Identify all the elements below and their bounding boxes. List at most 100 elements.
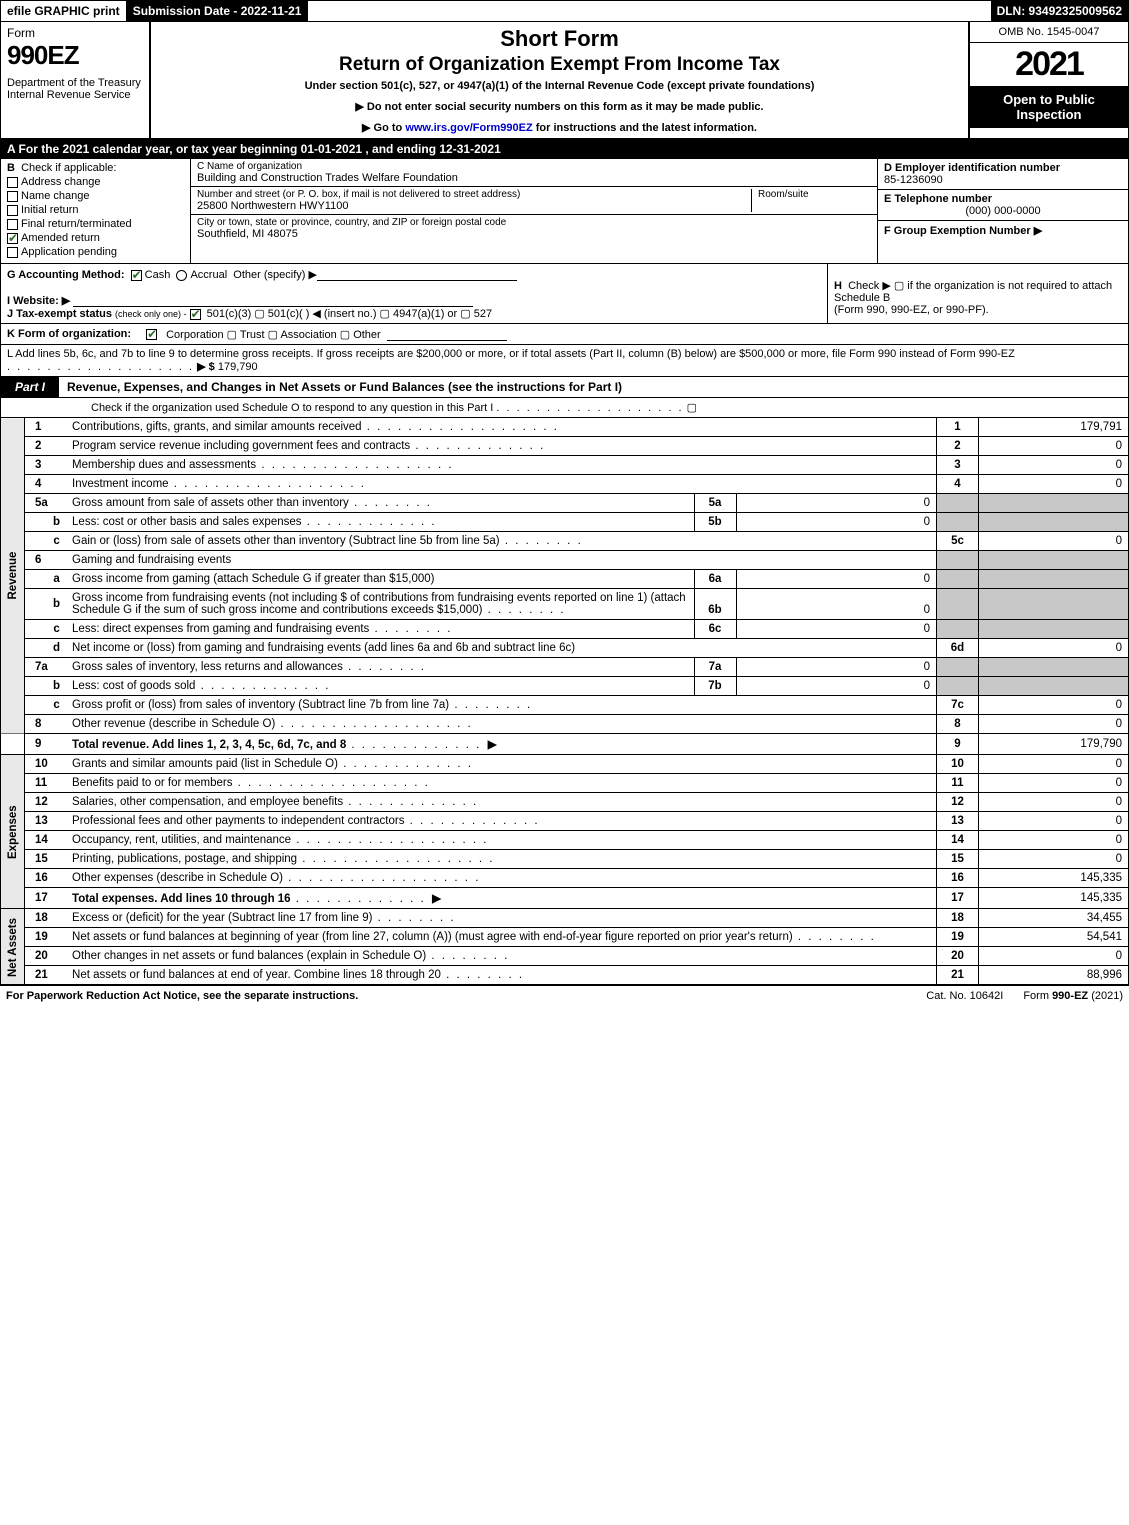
col-def: D Employer identification number 85-1236…	[878, 159, 1128, 263]
chk-501c3[interactable]	[190, 309, 201, 320]
line-17: 17Total expenses. Add lines 10 through 1…	[1, 888, 1129, 909]
line-6c: cLess: direct expenses from gaming and f…	[1, 620, 1129, 639]
footer-right: Form 990-EZ (2021)	[1023, 990, 1123, 1002]
b-check-if: Check if applicable:	[21, 162, 116, 174]
title-short-form: Short Form	[159, 26, 960, 52]
city-label: City or town, state or province, country…	[197, 217, 871, 228]
line-5a: 5aGross amount from sale of assets other…	[1, 494, 1129, 513]
org-city-cell: City or town, state or province, country…	[191, 215, 877, 242]
l-value: 179,790	[218, 361, 258, 373]
omb-number: OMB No. 1545-0047	[970, 22, 1128, 43]
page-footer: For Paperwork Reduction Act Notice, see …	[0, 985, 1129, 1006]
street-label: Number and street (or P. O. box, if mail…	[197, 189, 751, 200]
title-return: Return of Organization Exempt From Incom…	[159, 54, 960, 76]
chk-name-change[interactable]: Name change	[7, 190, 184, 202]
line-16: 16Other expenses (describe in Schedule O…	[1, 869, 1129, 888]
ein-cell: D Employer identification number 85-1236…	[878, 159, 1128, 190]
line-5c: cGain or (loss) from sale of assets othe…	[1, 532, 1129, 551]
line-12: 12Salaries, other compensation, and empl…	[1, 793, 1129, 812]
org-name: Building and Construction Trades Welfare…	[197, 172, 871, 184]
top-bar: efile GRAPHIC print Submission Date - 20…	[0, 0, 1129, 22]
line-11: 11Benefits paid to or for members110	[1, 774, 1129, 793]
line-15: 15Printing, publications, postage, and s…	[1, 850, 1129, 869]
website-field[interactable]	[73, 293, 473, 307]
revenue-label: Revenue	[1, 418, 25, 734]
ssn-warning: ▶ Do not enter social security numbers o…	[159, 100, 960, 113]
line-20: 20Other changes in net assets or fund ba…	[1, 947, 1129, 966]
chk-initial-return[interactable]: Initial return	[7, 204, 184, 216]
room-label: Room/suite	[758, 189, 871, 200]
ein-label: D Employer identification number	[884, 162, 1060, 174]
line-2: 2Program service revenue including gover…	[1, 437, 1129, 456]
line-6b: bGross income from fundraising events (n…	[1, 589, 1129, 620]
form-word: Form	[7, 26, 143, 40]
phone-value: (000) 000-0000	[884, 205, 1122, 217]
line-7b: bLess: cost of goods sold7b0	[1, 677, 1129, 696]
line-8: 8Other revenue (describe in Schedule O)8…	[1, 715, 1129, 734]
l-text: L Add lines 5b, 6c, and 7b to line 9 to …	[7, 348, 1015, 360]
section-bcdef: B Check if applicable: Address change Na…	[0, 159, 1129, 264]
inspection-badge: Open to Public Inspection	[970, 86, 1128, 128]
dept-label: Department of the Treasury Internal Reve…	[7, 77, 143, 101]
form-header: Form 990EZ Department of the Treasury In…	[0, 22, 1129, 139]
row-a-tax-year: A For the 2021 calendar year, or tax yea…	[0, 139, 1129, 159]
i-website-label: I Website: ▶	[7, 295, 70, 307]
line-1: Revenue 1Contributions, gifts, grants, a…	[1, 418, 1129, 437]
line-13: 13Professional fees and other payments t…	[1, 812, 1129, 831]
dln: DLN: 93492325009562	[991, 1, 1128, 21]
chk-corporation[interactable]	[146, 329, 157, 340]
goto-link[interactable]: ▶ Go to www.irs.gov/Form990EZ for instru…	[159, 121, 960, 134]
h-schedule-b: H Check ▶ ▢ if the organization is not r…	[828, 264, 1128, 323]
part1-table: Revenue 1Contributions, gifts, grants, a…	[0, 418, 1129, 985]
line-18: Net Assets 18Excess or (deficit) for the…	[1, 909, 1129, 928]
chk-cash[interactable]	[131, 270, 142, 281]
g-label: G Accounting Method:	[7, 269, 125, 281]
chk-address-change[interactable]: Address change	[7, 176, 184, 188]
phone-cell: E Telephone number (000) 000-0000	[878, 190, 1128, 221]
col-b-checkboxes: B Check if applicable: Address change Na…	[1, 159, 191, 263]
chk-application-pending[interactable]: Application pending	[7, 246, 184, 258]
line-9: 9Total revenue. Add lines 1, 2, 3, 4, 5c…	[1, 734, 1129, 755]
part1-check-line: Check if the organization used Schedule …	[0, 398, 1129, 418]
line-7a: 7aGross sales of inventory, less returns…	[1, 658, 1129, 677]
form-meta-block: OMB No. 1545-0047 2021 Open to Public In…	[968, 22, 1128, 138]
group-exemption-cell: F Group Exemption Number ▶	[878, 221, 1128, 240]
org-name-cell: C Name of organization Building and Cons…	[191, 159, 877, 187]
irs-link[interactable]: www.irs.gov/Form990EZ	[405, 122, 532, 134]
phone-label: E Telephone number	[884, 193, 992, 205]
org-street-cell: Number and street (or P. O. box, if mail…	[191, 187, 877, 215]
b-label: B	[7, 162, 15, 174]
g-accounting: G Accounting Method: Cash Accrual Other …	[1, 264, 828, 323]
line-14: 14Occupancy, rent, utilities, and mainte…	[1, 831, 1129, 850]
k-other-field[interactable]	[387, 327, 507, 341]
h-label: H	[834, 280, 842, 292]
line-6: 6Gaming and fundraising events	[1, 551, 1129, 570]
j-options: 501(c)(3) ▢ 501(c)( ) ◀ (insert no.) ▢ 4…	[207, 308, 492, 320]
line-6a: aGross income from gaming (attach Schedu…	[1, 570, 1129, 589]
chk-accrual[interactable]	[176, 270, 187, 281]
chk-amended-return[interactable]: Amended return	[7, 232, 184, 244]
group-exemption-label: F Group Exemption Number	[884, 225, 1031, 237]
submission-date: Submission Date - 2022-11-21	[127, 1, 309, 21]
expenses-label: Expenses	[1, 755, 25, 909]
efile-label[interactable]: efile GRAPHIC print	[1, 1, 127, 21]
city-value: Southfield, MI 48075	[197, 228, 871, 240]
footer-left: For Paperwork Reduction Act Notice, see …	[6, 990, 906, 1002]
street-value: 25800 Northwestern HWY1100	[197, 200, 751, 212]
netassets-label: Net Assets	[1, 909, 25, 985]
subtitle: Under section 501(c), 527, or 4947(a)(1)…	[159, 80, 960, 92]
chk-final-return[interactable]: Final return/terminated	[7, 218, 184, 230]
k-label: K Form of organization:	[7, 328, 131, 340]
col-c-org-info: C Name of organization Building and Cons…	[191, 159, 878, 263]
line-6d: dNet income or (loss) from gaming and fu…	[1, 639, 1129, 658]
form-number: 990EZ	[7, 40, 143, 71]
org-name-label: C Name of organization	[197, 161, 871, 172]
tax-year: 2021	[970, 43, 1128, 86]
other-specify-field[interactable]	[317, 267, 517, 281]
part1-title: Revenue, Expenses, and Changes in Net As…	[59, 377, 1128, 397]
part1-checkbox[interactable]: ▢	[687, 402, 697, 414]
arrow-icon: ▶	[1034, 225, 1042, 237]
ein-value: 85-1236090	[884, 174, 943, 186]
line-21: 21Net assets or fund balances at end of …	[1, 966, 1129, 985]
line-19: 19Net assets or fund balances at beginni…	[1, 928, 1129, 947]
